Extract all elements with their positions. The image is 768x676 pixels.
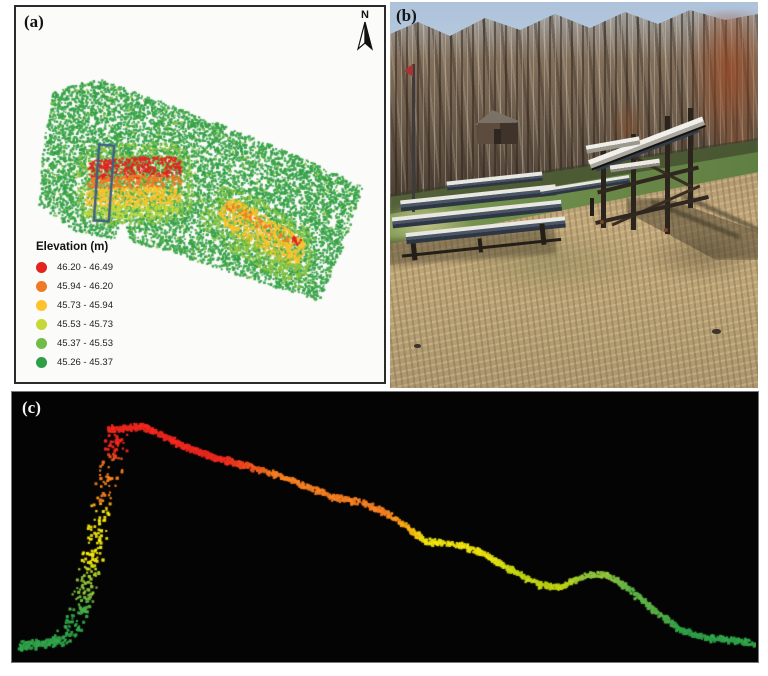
north-label: N <box>361 9 369 21</box>
legend-title: Elevation (m) <box>36 241 109 253</box>
red-flag <box>404 64 413 77</box>
flagpole <box>412 64 415 212</box>
stand-rail <box>595 195 709 225</box>
legend-swatch <box>36 262 47 273</box>
legend-label: 45.26 - 45.37 <box>57 357 113 368</box>
panel-a-label: (a) <box>24 12 44 31</box>
panel-a-map: (a) N Elevation (m) 46.20 - 46.49 45.94 -… <box>14 5 386 384</box>
legend-swatch <box>36 300 47 311</box>
north-arrow-icon <box>356 21 374 51</box>
panel-c-profile: (c) <box>11 391 759 663</box>
panel-c-label: (c) <box>22 398 41 417</box>
legend-label: 45.94 - 46.20 <box>57 281 113 292</box>
rust-spot <box>600 220 604 224</box>
legend-label: 45.37 - 45.53 <box>57 338 113 349</box>
legend-item: 45.53 - 45.73 <box>36 315 113 334</box>
stand-leg <box>688 108 693 208</box>
profile-canvas <box>12 392 756 660</box>
legend-swatch <box>36 357 47 368</box>
legend-items: 46.20 - 46.49 45.94 - 46.20 45.73 - 45.94 4… <box>36 258 113 372</box>
north-arrow: N <box>354 10 376 58</box>
legend-item: 45.94 - 46.20 <box>36 277 113 296</box>
bleacher-leg <box>410 243 418 261</box>
bench-leg <box>590 198 594 216</box>
cabin-door <box>494 129 501 144</box>
legend-item: 45.37 - 45.53 <box>36 334 113 353</box>
legend-swatch <box>36 319 47 330</box>
panel-b-label: (b) <box>396 6 417 25</box>
point-cloud-map-canvas <box>16 7 384 382</box>
rust-spot <box>664 228 668 232</box>
legend-item: 45.26 - 45.37 <box>36 353 113 372</box>
legend-item: 45.73 - 45.94 <box>36 296 113 315</box>
ground-debris <box>414 344 421 348</box>
legend-label: 45.73 - 45.94 <box>57 300 113 311</box>
legend-item: 46.20 - 46.49 <box>36 258 113 277</box>
map-legend: Elevation (m) 46.20 - 46.49 45.94 - 46.20… <box>36 241 113 372</box>
tall-bleacher-stand <box>580 92 758 244</box>
ground-debris <box>712 329 721 334</box>
legend-swatch <box>36 281 47 292</box>
panel-b-photo: (b) <box>390 2 758 388</box>
legend-swatch <box>36 338 47 349</box>
legend-label: 45.53 - 45.73 <box>57 319 113 330</box>
legend-label: 46.20 - 46.49 <box>57 262 113 273</box>
